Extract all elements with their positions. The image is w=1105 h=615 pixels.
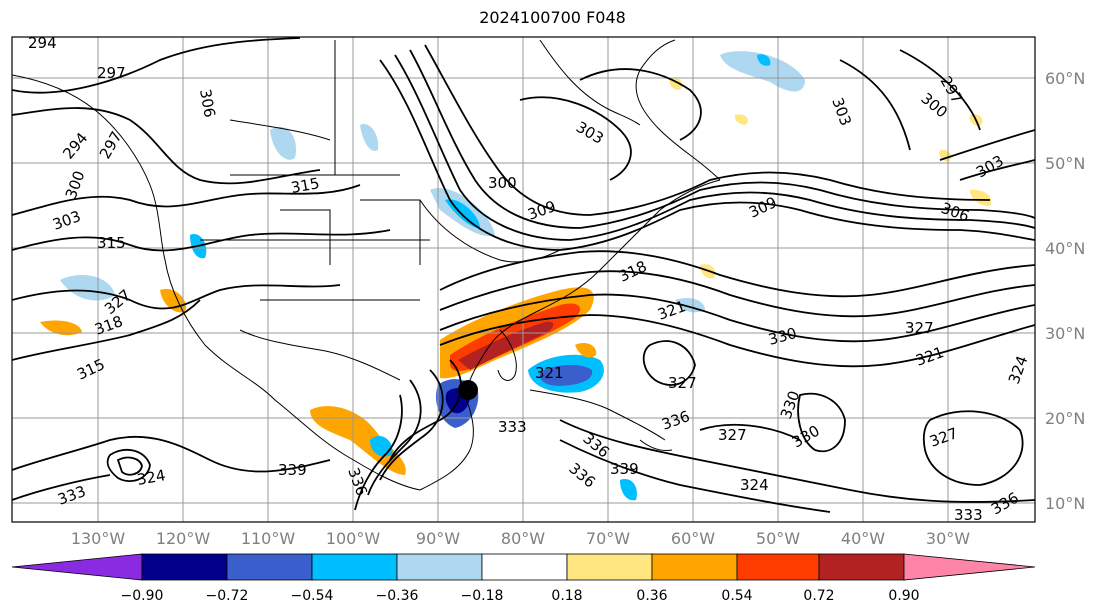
contour-label: 339 (610, 460, 639, 478)
lon-label-80w: 80°W (501, 529, 545, 548)
colorbar-segment (396, 553, 483, 581)
contour-label: 306 (196, 88, 219, 119)
contour-label: 315 (290, 174, 321, 197)
contour-label: 327 (718, 426, 747, 444)
contour-label: 327 (668, 374, 697, 392)
contour-label: 321 (535, 364, 564, 382)
colorbar-segment (818, 553, 905, 581)
contour-label: 315 (97, 234, 126, 252)
colorbar-segment (651, 553, 738, 581)
colorbar-tick-label: −0.18 (461, 588, 504, 604)
colorbar-tick-label: −0.72 (206, 588, 249, 604)
colorbar-low-extension (11, 553, 143, 581)
colorbar-segment (481, 553, 568, 581)
lat-label-30n: 30°N (1045, 324, 1085, 343)
colorbar-tick-label: 0.54 (721, 588, 752, 604)
colorbar-segment (736, 553, 820, 581)
colorbar-segment (311, 553, 398, 581)
longitude-axis: 130°W 120°W 110°W 100°W 90°W 80°W 70°W 6… (71, 529, 970, 548)
lat-label-50n: 50°N (1045, 154, 1085, 173)
contour-label: 300 (488, 174, 517, 192)
contour-label: 327 (905, 319, 934, 337)
colorbar-tick-label: 0.18 (551, 588, 582, 604)
lon-label-70w: 70°W (586, 529, 630, 548)
contour-label: 333 (498, 418, 527, 436)
lat-label-20n: 20°N (1045, 409, 1085, 428)
lon-label-40w: 40°W (841, 529, 885, 548)
contour-label: 324 (740, 476, 769, 494)
lat-label-60n: 60°N (1045, 69, 1085, 88)
latitude-axis: 60°N 50°N 40°N 30°N 20°N 10°N (1045, 69, 1085, 513)
colorbar-segment (566, 553, 653, 581)
height-contours (12, 37, 1035, 513)
lon-label-60w: 60°W (671, 529, 715, 548)
hurricane-center-marker (458, 380, 478, 400)
contour-label: 333 (954, 506, 983, 524)
lon-label-130w: 130°W (71, 529, 126, 548)
contour-label: 324 (136, 466, 167, 489)
colorbar-tick-label: 0.36 (636, 588, 667, 604)
colorbar-high-extension (903, 553, 1036, 581)
contour-label: 294 (28, 34, 57, 52)
colorbar: −0.90 −0.72 −0.54 −0.36 −0.18 0.18 0.36 … (11, 553, 1036, 604)
map-title: 2024100700 F048 (479, 8, 626, 27)
negative-anomaly-caribbean-core (539, 364, 593, 386)
map-frame (11, 36, 1036, 523)
lon-label-120w: 120°W (156, 529, 211, 548)
contour-label: 339 (278, 461, 307, 479)
lat-label-10n: 10°N (1045, 494, 1085, 513)
colorbar-tick-label: −0.36 (376, 588, 419, 604)
colorbar-tick-label: 0.72 (803, 588, 834, 604)
lon-label-50w: 50°W (756, 529, 800, 548)
colorbar-tick-label: −0.90 (121, 588, 164, 604)
colorbar-tick-label: 0.90 (888, 588, 919, 604)
colorbar-segment (226, 553, 313, 581)
lon-label-90w: 90°W (416, 529, 460, 548)
lon-label-110w: 110°W (241, 529, 296, 548)
lat-label-40n: 40°N (1045, 239, 1085, 258)
contour-label: 297 (97, 64, 126, 82)
colorbar-tick-label: −0.54 (291, 588, 334, 604)
colorbar-segment (141, 553, 228, 581)
lon-label-100w: 100°W (326, 529, 381, 548)
lon-label-30w: 30°W (926, 529, 970, 548)
graticule (12, 37, 1035, 522)
